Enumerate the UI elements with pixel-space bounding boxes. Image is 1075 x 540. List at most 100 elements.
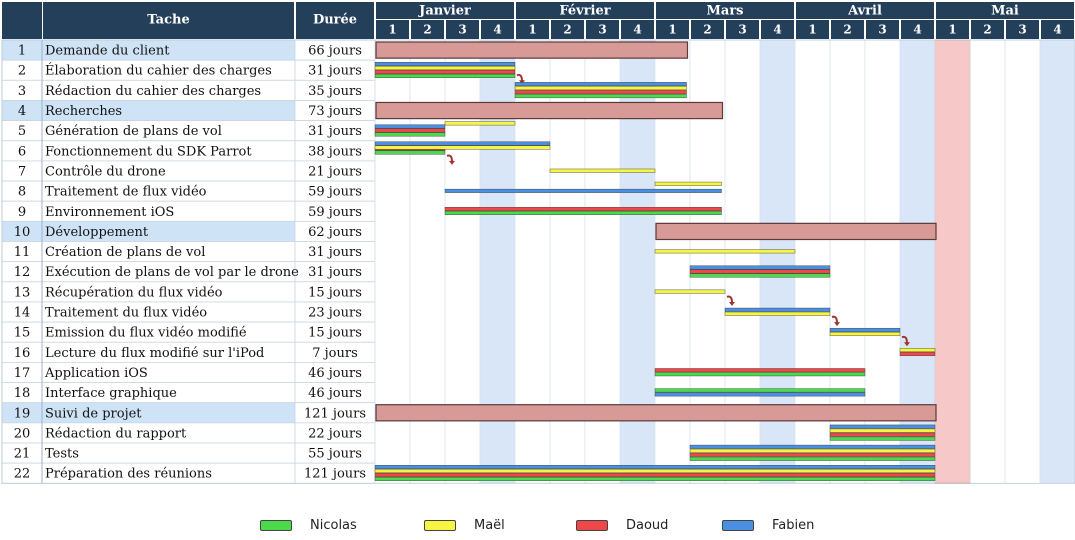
table-frame xyxy=(1,39,1075,484)
bar-mael xyxy=(444,121,516,126)
week-header xyxy=(761,20,794,39)
bar-mael xyxy=(689,448,936,453)
task-id: 21 xyxy=(14,447,31,462)
week-header xyxy=(936,20,969,39)
task-name: Interface graphique xyxy=(45,386,177,401)
task-name: Élaboration du cahier des charges xyxy=(45,63,272,79)
bar-fabien xyxy=(724,307,831,312)
task-duration: 38 jours xyxy=(308,144,362,159)
bar-nicolas xyxy=(654,388,866,393)
week-header xyxy=(446,20,479,39)
task-duration: 31 jours xyxy=(308,245,362,260)
bar-daoud xyxy=(374,473,936,477)
task-duration: 121 jours xyxy=(304,467,366,482)
task-id: 19 xyxy=(14,406,31,421)
bar-mael xyxy=(724,311,831,316)
bar-fabien xyxy=(829,327,901,332)
week-header xyxy=(551,20,584,39)
task-id: 1 xyxy=(18,44,26,59)
week-label: 1 xyxy=(668,23,676,37)
task-id: 6 xyxy=(18,144,26,159)
bar-fabien xyxy=(374,465,936,469)
bar-nicolas xyxy=(514,94,687,99)
task-id: 17 xyxy=(14,366,31,381)
bar-daoud xyxy=(829,432,936,437)
task-name: Demande du client xyxy=(45,44,170,59)
task-id: 15 xyxy=(14,326,31,341)
task-name: Tests xyxy=(45,447,79,462)
week-header xyxy=(621,20,654,39)
week-label: 3 xyxy=(458,23,466,37)
duration-column-header: Durée xyxy=(313,13,357,28)
dependency-arrow xyxy=(901,335,908,344)
bar-mael xyxy=(899,348,936,353)
month-header xyxy=(936,2,1074,19)
bar-daoud xyxy=(514,90,687,95)
bar-nicolas xyxy=(374,150,446,155)
task-id: 14 xyxy=(14,306,31,321)
month-header xyxy=(376,2,514,19)
week-header xyxy=(901,20,934,39)
month-header xyxy=(656,2,794,19)
task-id: 10 xyxy=(14,225,31,240)
week-header xyxy=(971,20,1004,39)
bar-fabien xyxy=(689,444,936,449)
group-bar xyxy=(655,222,937,241)
task-name: Création de plans de vol xyxy=(45,245,205,260)
bar-fabien xyxy=(514,82,687,87)
task-duration: 121 jours xyxy=(304,406,366,421)
week-header xyxy=(1041,20,1074,39)
task-name: Exécution de plans de vol par le drone xyxy=(45,265,299,280)
dependency-arrowhead xyxy=(729,301,735,306)
bar-mael xyxy=(654,289,726,294)
week4-shade xyxy=(1040,40,1075,484)
group-bar xyxy=(375,41,689,59)
bar-fabien xyxy=(689,265,831,270)
task-id: 16 xyxy=(14,346,31,361)
bar-mael xyxy=(374,66,516,70)
month-label: Janvier xyxy=(418,4,471,19)
bar-nicolas xyxy=(689,273,831,278)
task-name: Contrôle du drone xyxy=(45,164,166,179)
task-duration: 59 jours xyxy=(308,185,362,200)
week-label: 3 xyxy=(598,23,606,37)
week-label: 2 xyxy=(703,23,711,37)
task-duration: 35 jours xyxy=(308,84,362,99)
task-column-header: Tache xyxy=(147,13,190,28)
week-label: 1 xyxy=(528,23,536,37)
week-header xyxy=(411,20,444,39)
task-name: Application iOS xyxy=(44,366,148,381)
week-label: 1 xyxy=(808,23,816,37)
week-label: 2 xyxy=(423,23,431,37)
task-id: 20 xyxy=(14,426,31,441)
bar-mael xyxy=(654,181,722,186)
legend-item-mael: Maël xyxy=(424,510,505,540)
month-label: Mars xyxy=(707,4,744,19)
week-label: 4 xyxy=(1053,23,1061,37)
bar-nicolas xyxy=(374,477,936,481)
task-duration: 46 jours xyxy=(308,386,362,401)
header-cell xyxy=(43,2,294,39)
week-label: 2 xyxy=(563,23,571,37)
task-id: 8 xyxy=(18,185,26,200)
bar-nicolas xyxy=(444,211,722,215)
task-duration: 31 jours xyxy=(308,64,362,79)
legend: Nicolas Maël Daoud Fabien xyxy=(0,510,1075,540)
bar-mael xyxy=(514,86,687,91)
task-name: Traitement du flux vidéo xyxy=(45,306,207,321)
week-header xyxy=(586,20,619,39)
task-duration: 59 jours xyxy=(308,205,362,220)
task-id: 5 xyxy=(18,124,26,139)
task-id: 18 xyxy=(14,386,31,401)
week-label: 4 xyxy=(913,23,921,37)
legend-swatch xyxy=(260,519,292,531)
task-id: 3 xyxy=(18,84,26,99)
dependency-arrowhead xyxy=(449,160,455,165)
dependency-arrowhead xyxy=(904,342,910,347)
bar-daoud xyxy=(654,368,866,373)
header-cell xyxy=(2,2,42,39)
bar-daoud xyxy=(374,128,446,133)
week-label: 1 xyxy=(948,23,956,37)
bar-mael xyxy=(549,168,656,173)
week-label: 4 xyxy=(493,23,501,37)
